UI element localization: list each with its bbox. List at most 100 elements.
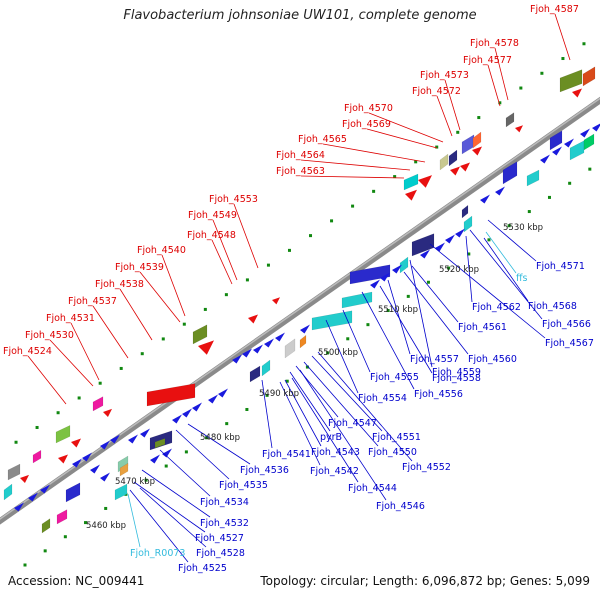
gene-arrow-reverse [172,414,182,424]
label-fjoh-4563: Fjoh_4563 [276,166,325,177]
label-fjoh-4572: Fjoh_4572 [412,86,461,97]
label-fjoh-4536: Fjoh_4536 [240,465,289,476]
gene-arrow-reverse [162,448,172,458]
leader-line-reverse [311,355,383,432]
leader-line-forward [554,13,571,61]
label-fjoh-4537: Fjoh_4537 [68,296,117,307]
leader-line-forward [139,271,181,323]
label-fjoh-4530: Fjoh_4530 [25,330,74,341]
tick-dot-upper [266,263,270,267]
tick-dot-lower [568,181,572,185]
label-fjoh-4560: Fjoh_4560 [468,354,517,365]
gene-arrow [405,189,417,201]
label-layer: 5460 kbp 5470 kbp 5480 kbp 5490 kbp 5500 kbp… [3,4,594,574]
label-fjoh-4577: Fjoh_4577 [463,55,512,66]
leader-line-reverse [317,351,413,462]
label-fjoh-4531: Fjoh_4531 [46,313,95,324]
label-fjoh-4527: Fjoh_4527 [195,533,244,544]
gene-block [119,462,129,477]
leader-line-reverse [187,423,251,465]
tick-dot-lower [184,450,188,454]
gene-arrow-reverse [392,264,402,274]
gene-arrow-reverse [28,492,38,502]
label-fjoh-4542: Fjoh_4542 [310,466,359,477]
gene-arrow-reverse [435,242,445,252]
tick-dot-upper [414,160,418,164]
label-fjoh-4578: Fjoh_4578 [470,38,519,49]
tick-dot-lower [305,365,309,369]
accession-text: Accession: NC_009441 [8,574,145,588]
kbp-tick-label: 5490 kbp [259,389,299,399]
leader-line-forward [487,64,501,107]
tick-dot-upper [98,381,102,385]
leader-line-reverse [279,381,321,466]
gene-arrow-reverse [480,194,490,204]
gene-arrow-reverse [128,434,138,444]
gene-arrow-reverse [82,452,92,462]
tick-dot-upper [393,175,397,179]
tick-dot-lower [104,506,108,510]
gene-arrow [248,314,258,324]
gene-fjoh-4573 [472,131,482,149]
gene-arrow-reverse [150,454,160,464]
tick-dot-lower [225,422,229,426]
gene-arrow [272,297,280,305]
leader-line-reverse [299,369,387,501]
gene-block [461,204,469,219]
gene-block [569,140,585,161]
gene-fjoh-4568 [463,215,473,233]
label-fjoh-4544: Fjoh_4544 [348,483,397,494]
backbone-line [0,96,600,525]
leader-line-forward [436,95,453,137]
tick-dot-upper [372,189,376,193]
gene-arrow-reverse [40,484,50,494]
gene-arrow [58,454,68,464]
gene-arrow-reverse [420,249,430,259]
leader-line-reverse [465,235,473,303]
leader-line-reverse [387,279,411,355]
label-fjoh-4558: Fjoh_4558 [432,373,481,384]
label-fjoh-4559: Fjoh_4559 [432,367,481,378]
leader-line-reverse [159,449,211,497]
gene-block [582,66,596,87]
gene-fjoh-4532 [65,482,81,503]
tick-dot-upper [245,278,249,282]
label-fjoh-4554: Fjoh_4554 [358,393,407,404]
gene-layer [3,66,600,534]
leader-line-forward [27,355,67,405]
leader-line-forward [49,339,94,387]
leader-line-forward [92,305,129,359]
gene-fjoh-4549 [192,324,208,345]
gene-arrow-reverse [192,402,202,412]
gene-arrow-reverse [455,228,465,238]
gene-fjoh-4554 [349,264,391,285]
label-fjoh-4548: Fjoh_4548 [187,230,236,241]
kbp-tick-label: 5520 kbp [439,265,479,275]
leader-line-reverse [325,319,359,394]
leader-line-forward [233,203,259,269]
gene-arrow-reverse [100,472,110,482]
tick-dot-upper [561,57,565,61]
leader-line-reverse [141,469,211,518]
tick-dot-upper [203,307,207,311]
gene-arrow-reverse [264,338,274,348]
leader-line-forward [212,219,238,281]
tick-dot-lower [527,210,531,214]
gene-arrow-reverse [380,272,390,282]
kbp-tick-label: 5460 kbp [86,521,126,531]
label-fjoh-4549: Fjoh_4549 [188,210,237,221]
label-fjoh-4552: Fjoh_4552 [402,462,451,473]
tick-dot-lower [144,478,148,482]
gene-arrow [71,438,81,448]
gene-arrow-reverse [242,348,252,358]
label-fjoh-4555: Fjoh_4555 [370,372,419,383]
leader-line-reverse [403,271,469,355]
label-fjoh-4569: Fjoh_4569 [342,119,391,130]
label-fjoh-4546: Fjoh_4546 [376,501,425,512]
tick-dot-upper [119,366,123,370]
tick-dot-lower [426,280,430,284]
gene-arrow-reverse [208,394,218,404]
gene-block [549,130,563,151]
tick-dot-lower [23,563,27,567]
label-pyrb: pyrB [320,432,342,443]
